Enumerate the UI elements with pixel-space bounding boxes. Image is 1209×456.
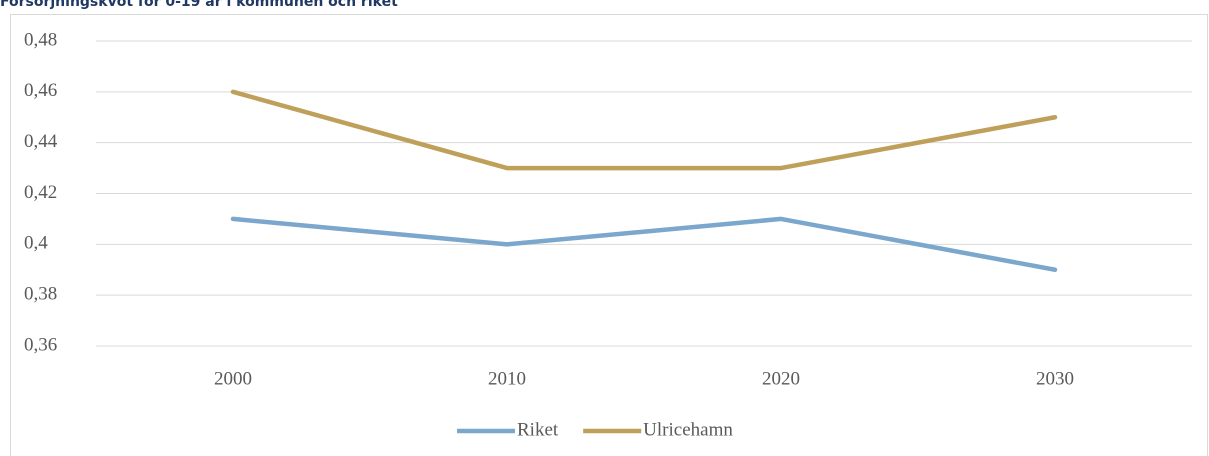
- y-tick-label: 0,46: [24, 80, 57, 101]
- y-tick-label: 0,36: [24, 334, 57, 355]
- legend-label: Ulricehamn: [643, 419, 733, 440]
- x-tick-label: 2020: [762, 368, 800, 389]
- x-tick-label: 2030: [1036, 368, 1074, 389]
- y-tick-label: 0,44: [24, 131, 58, 152]
- legend-label: Riket: [517, 419, 559, 440]
- chart-title: Försörjningskvot för 0-19 år i kommunen …: [0, 0, 398, 10]
- y-tick-label: 0,42: [24, 182, 57, 203]
- y-tick-label: 0,38: [24, 284, 57, 305]
- y-tick-label: 0,48: [24, 29, 57, 50]
- series-line: [230, 89, 1058, 171]
- series-line: [230, 216, 1058, 272]
- y-tick-label: 0,4: [24, 233, 48, 254]
- x-tick-label: 2010: [488, 368, 526, 389]
- x-tick-label: 2000: [214, 368, 252, 389]
